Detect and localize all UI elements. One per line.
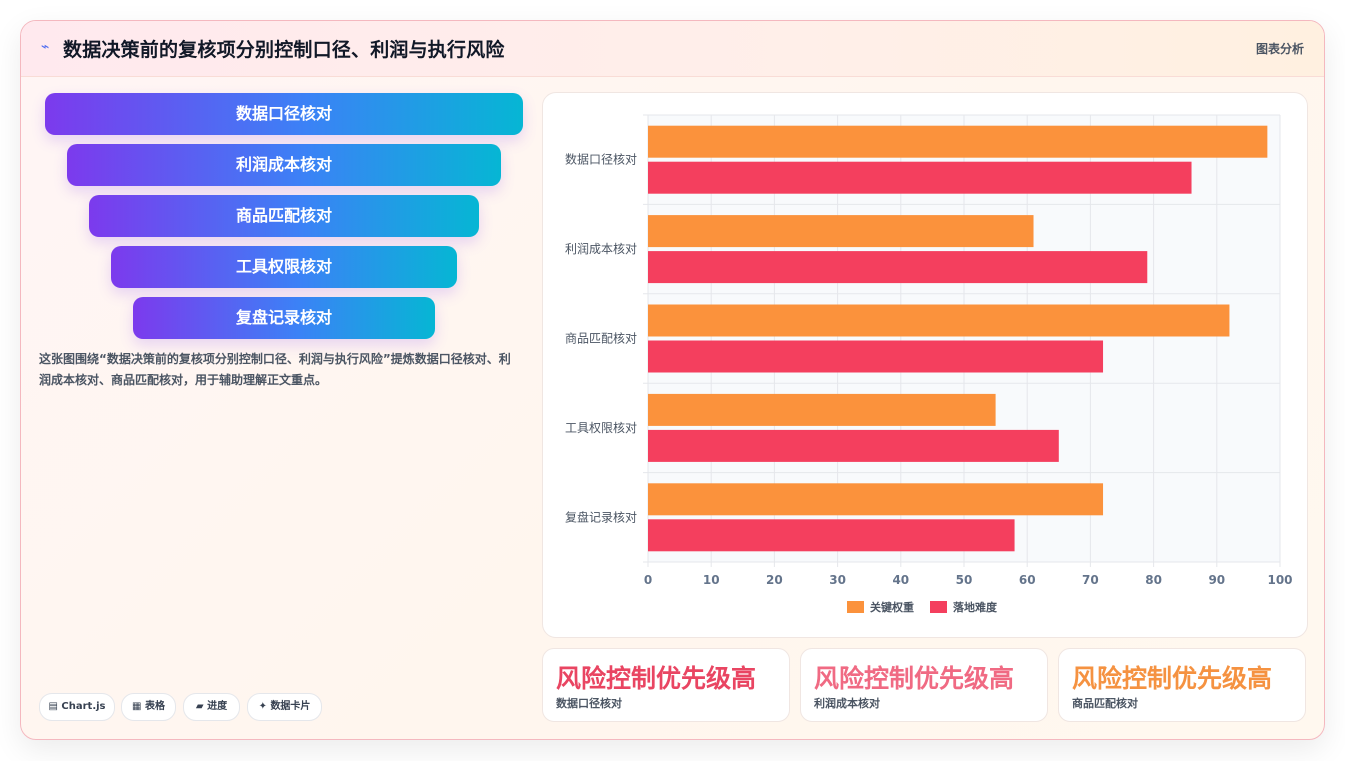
chip-label: 数据卡片 — [270, 701, 311, 712]
chip-chartjs[interactable]: ▤ Chart.js — [39, 693, 115, 721]
legend-label: 关键权重 — [870, 600, 914, 614]
stat-label: 数据口径核对 — [556, 697, 622, 710]
stat-card-1: 风险控制优先级高 数据口径核对 — [542, 648, 790, 722]
stat-value: 风险控制优先级高 — [1072, 664, 1273, 693]
sparkle-icon: ✦ — [258, 701, 267, 712]
stat-label: 利润成本核对 — [814, 697, 880, 710]
stat-label: 商品匹配核对 — [1072, 697, 1138, 710]
x-tick-label: 70 — [1082, 573, 1099, 587]
x-tick-label: 20 — [766, 573, 783, 587]
legend-label: 落地难度 — [953, 600, 998, 614]
bar-difficulty — [648, 340, 1104, 373]
x-tick-label: 0 — [644, 573, 652, 587]
x-tick-label: 100 — [1267, 573, 1292, 587]
chip-progress[interactable]: ▰ 进度 — [183, 693, 240, 721]
page-title: 数据决策前的复核项分别控制口径、利润与执行风险 — [63, 39, 505, 61]
x-tick-label: 60 — [1019, 573, 1036, 587]
legend-swatch — [847, 601, 864, 613]
stat-value: 风险控制优先级高 — [814, 664, 1015, 693]
x-tick-label: 80 — [1145, 573, 1162, 587]
bar-chart: 0 10 20 30 40 50 60 70 80 90 100 数据口径核对利润成本核对商品匹配核对… — [565, 114, 1293, 614]
y-tick-label: 利润成本核对 — [565, 242, 637, 256]
chip-data-card[interactable]: ✦ 数据卡片 — [247, 693, 322, 721]
y-tick-label: 商品匹配核对 — [565, 331, 637, 346]
bar-key-weight — [648, 125, 1268, 158]
legend-swatch — [930, 601, 947, 613]
bar-difficulty — [648, 161, 1192, 194]
stat-card-3: 风险控制优先级高 商品匹配核对 — [1058, 648, 1306, 722]
grid-icon: ▦ — [132, 701, 142, 712]
chip-label: Chart.js — [61, 701, 106, 712]
bar-key-weight — [648, 483, 1104, 516]
funnel-step-4: 工具权限核对 — [111, 246, 457, 288]
funnel-step-2: 利润成本核对 — [67, 144, 501, 186]
main-card: ⌁ 数据决策前的复核项分别控制口径、利润与执行风险 图表分析 数据口径核对 利润… — [20, 20, 1325, 740]
progress-icon: ▰ — [195, 701, 204, 712]
bar-key-weight — [648, 215, 1034, 248]
funnel-step-1: 数据口径核对 — [45, 93, 523, 135]
funnel-step-3: 商品匹配核对 — [89, 195, 479, 237]
x-tick-label: 10 — [703, 573, 720, 587]
header: ⌁ 数据决策前的复核项分别控制口径、利润与执行风险 图表分析 — [21, 21, 1324, 77]
spark-icon: ⌁ — [41, 39, 50, 55]
chip-label: 表格 — [144, 701, 165, 712]
x-tick-label: 40 — [892, 573, 909, 587]
stat-card-2: 风险控制优先级高 利润成本核对 — [800, 648, 1048, 722]
x-tick-label: 90 — [1208, 573, 1225, 587]
table-icon: ▤ — [48, 701, 58, 712]
funnel-step-5: 复盘记录核对 — [133, 297, 435, 339]
x-tick-label: 50 — [956, 573, 973, 587]
stat-value: 风险控制优先级高 — [556, 664, 757, 693]
bar-difficulty — [648, 429, 1059, 462]
chart-analysis-tag: 图表分析 — [1255, 42, 1304, 56]
chip-table[interactable]: ▦ 表格 — [121, 693, 176, 721]
bar-difficulty — [648, 251, 1148, 284]
bar-key-weight — [648, 304, 1230, 337]
description: 这张图围绕“数据决策前的复核项分别控制口径、利润与执行风险”提炼数据口径核对、利… — [39, 352, 511, 387]
y-tick-label: 工具权限核对 — [565, 421, 637, 435]
chip-label: 进度 — [207, 701, 228, 712]
chart-panel: 0 10 20 30 40 50 60 70 80 90 100 数据口径核对 利润成本核对 商品匹配核对… — [542, 92, 1308, 638]
bar-key-weight — [648, 393, 996, 426]
y-tick-label: 复盘记录核对 — [565, 509, 637, 524]
bar-difficulty — [648, 519, 1015, 552]
y-tick-label: 数据口径核对 — [565, 152, 637, 167]
x-tick-label: 30 — [829, 573, 846, 587]
